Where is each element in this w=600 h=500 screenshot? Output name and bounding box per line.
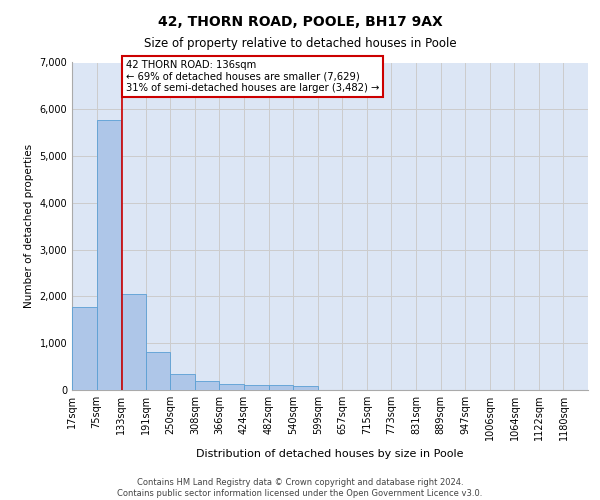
Text: 42 THORN ROAD: 136sqm
← 69% of detached houses are smaller (7,629)
31% of semi-d: 42 THORN ROAD: 136sqm ← 69% of detached … [125,60,379,94]
Bar [170,374,195,390]
Bar [293,386,317,390]
Text: Size of property relative to detached houses in Poole: Size of property relative to detached ho… [143,38,457,51]
Bar [244,385,269,390]
Y-axis label: Number of detached properties: Number of detached properties [24,144,34,308]
Bar [72,306,97,390]
Bar [121,294,146,390]
Bar [220,384,244,390]
X-axis label: Distribution of detached houses by size in Poole: Distribution of detached houses by size … [196,448,464,458]
Bar [195,381,220,390]
Bar [146,352,170,390]
Text: 42, THORN ROAD, POOLE, BH17 9AX: 42, THORN ROAD, POOLE, BH17 9AX [158,15,442,29]
Bar [269,386,293,390]
Text: Contains HM Land Registry data © Crown copyright and database right 2024.
Contai: Contains HM Land Registry data © Crown c… [118,478,482,498]
Bar [97,120,121,390]
